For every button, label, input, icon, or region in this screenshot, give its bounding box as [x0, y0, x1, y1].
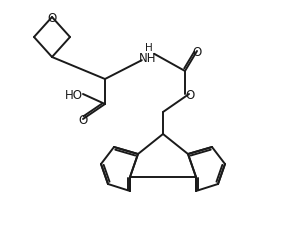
Text: O: O: [47, 11, 57, 24]
Text: NH: NH: [139, 51, 157, 64]
Text: H: H: [145, 43, 153, 53]
Text: O: O: [78, 113, 88, 126]
Text: O: O: [192, 45, 201, 58]
Text: O: O: [185, 88, 195, 101]
Text: HO: HO: [65, 88, 83, 101]
